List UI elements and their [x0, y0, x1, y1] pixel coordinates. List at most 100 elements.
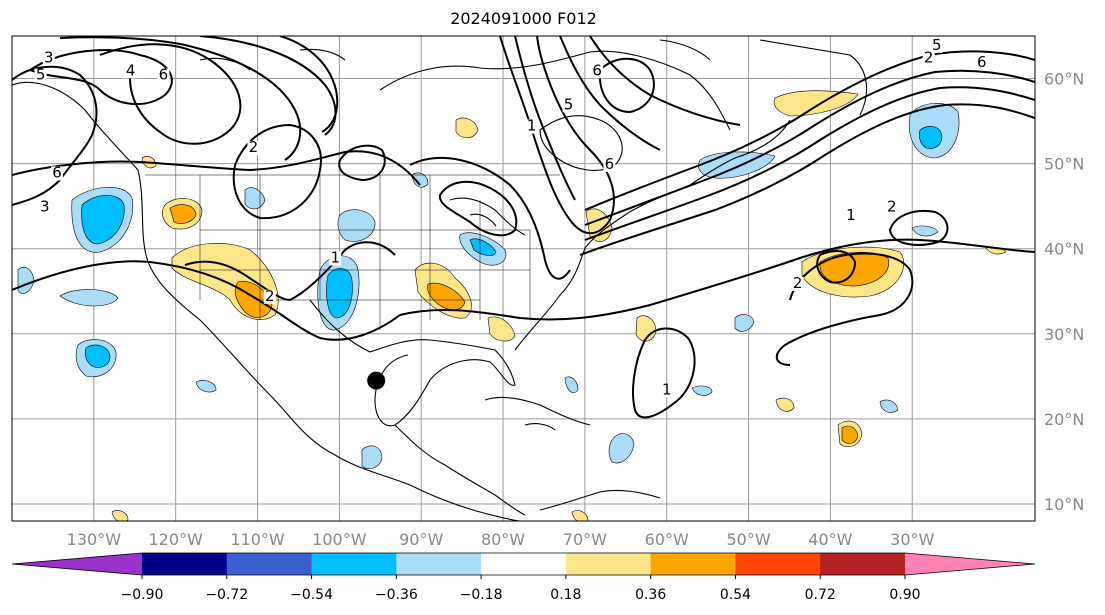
shade-blob	[775, 397, 795, 412]
contour-label: 3	[40, 197, 50, 215]
contour-line	[499, 36, 615, 235]
contour-label: 5	[36, 66, 46, 84]
contour-label: 2	[249, 138, 259, 156]
contour-label-bg	[975, 55, 988, 70]
contour-label: 6	[52, 163, 62, 181]
contour-line	[775, 252, 914, 366]
contour-label: 1	[527, 117, 537, 135]
coastline-north-america-west	[12, 81, 521, 521]
coastline-south-america	[539, 489, 661, 511]
colorbar-tick-label: −0.54	[290, 587, 333, 603]
lon-tick-label: 120°W	[149, 530, 204, 549]
colorbar-tick-label: 0.90	[889, 587, 920, 603]
contour-label: 3	[44, 49, 54, 67]
colorbar-tick-label: 0.36	[635, 587, 666, 603]
contour-label-bg	[38, 200, 51, 215]
lon-tick-label: 60°W	[645, 530, 689, 549]
shade-blob	[879, 399, 899, 413]
contour-label-bg	[922, 51, 935, 66]
shade-blob	[361, 445, 383, 470]
lon-tick-label: 50°W	[726, 530, 770, 549]
map-frame	[11, 35, 1036, 522]
contour-line	[438, 180, 518, 237]
colorbar-segment	[226, 553, 313, 575]
shade-blob	[487, 316, 516, 342]
contour-line	[12, 238, 1035, 341]
storm-marker	[367, 371, 386, 390]
shade-blob	[571, 510, 589, 521]
colorbar-tick-label: 0.72	[805, 587, 836, 603]
shade-blob	[608, 433, 635, 464]
contour-label-bg	[247, 140, 260, 155]
contour-label: 6	[592, 61, 602, 79]
shade-blob	[635, 315, 657, 342]
contour-label: 6	[977, 53, 987, 71]
shade-blob	[918, 126, 943, 149]
contour-label: 2	[793, 274, 803, 292]
contour-line	[338, 144, 386, 182]
shade-blob	[469, 238, 497, 256]
contour-line	[279, 36, 339, 133]
contour-label: 5	[564, 95, 574, 113]
contour-line	[579, 103, 1035, 256]
shaded-cool-regions	[17, 103, 960, 470]
contour-line	[409, 157, 571, 280]
coastline-canada-north	[379, 50, 731, 131]
contour-label-bg	[525, 119, 538, 134]
contour-line	[632, 327, 696, 419]
shade-blob	[411, 172, 429, 188]
colorbar-segment	[142, 553, 228, 575]
coastline-arctic-islands	[199, 39, 711, 71]
contour-lines	[12, 36, 1035, 419]
contour-line	[199, 36, 337, 136]
contour-line	[584, 50, 1035, 211]
shade-blob	[455, 117, 479, 139]
colorbar-tick-label: −0.72	[205, 587, 248, 603]
coastline-greenland	[759, 39, 868, 116]
contour-label: 2	[887, 197, 897, 215]
contour-label-bg	[591, 64, 604, 79]
contour-line	[598, 57, 655, 114]
contour-line	[12, 65, 98, 206]
contour-label-bg	[263, 289, 276, 304]
contour-label: 5	[932, 36, 942, 54]
colorbar-tick-label: −0.18	[460, 587, 503, 603]
contour-line	[589, 36, 741, 126]
contour-line	[584, 86, 1035, 241]
colorbar-segment	[735, 553, 821, 575]
shade-blob	[84, 344, 111, 368]
shade-blob	[337, 209, 376, 242]
coastline-caribbean	[484, 396, 591, 431]
lon-tick-label: 40°W	[808, 530, 852, 549]
lon-tick-label: 70°W	[563, 530, 607, 549]
shade-blob	[734, 314, 755, 332]
contour-label: 4	[126, 61, 136, 79]
colorbar-segment	[650, 553, 736, 575]
contour-line	[99, 43, 242, 145]
latitude-labels: 60°N 50°N 40°N 30°N 20°N 10°N	[1044, 70, 1084, 514]
contour-label: 6	[605, 155, 615, 173]
lat-tick-label: 40°N	[1044, 240, 1084, 259]
contour-line	[59, 36, 302, 161]
colorbar-tick-label: 0.18	[550, 587, 581, 603]
colorbar-segment	[820, 553, 906, 575]
contour-line	[232, 123, 322, 220]
shade-blob	[691, 385, 713, 396]
colorbar-segment	[396, 553, 482, 575]
contour-label: 1	[846, 206, 856, 224]
contour-label-bg	[562, 98, 575, 113]
contour-line	[514, 36, 576, 201]
shade-blob	[195, 380, 217, 393]
contour-label-bg	[603, 157, 616, 172]
colorbar-segment	[481, 553, 567, 575]
shade-blob	[326, 268, 353, 319]
colorbar-extend-low	[12, 553, 142, 575]
coastline-gulf	[309, 299, 516, 427]
contour-label: 1	[662, 380, 672, 398]
contour-label-bg	[885, 200, 898, 215]
shade-blob	[234, 280, 273, 318]
contour-label-bg	[329, 251, 342, 266]
contour-label-bg	[34, 68, 47, 83]
state-borders	[145, 174, 560, 330]
